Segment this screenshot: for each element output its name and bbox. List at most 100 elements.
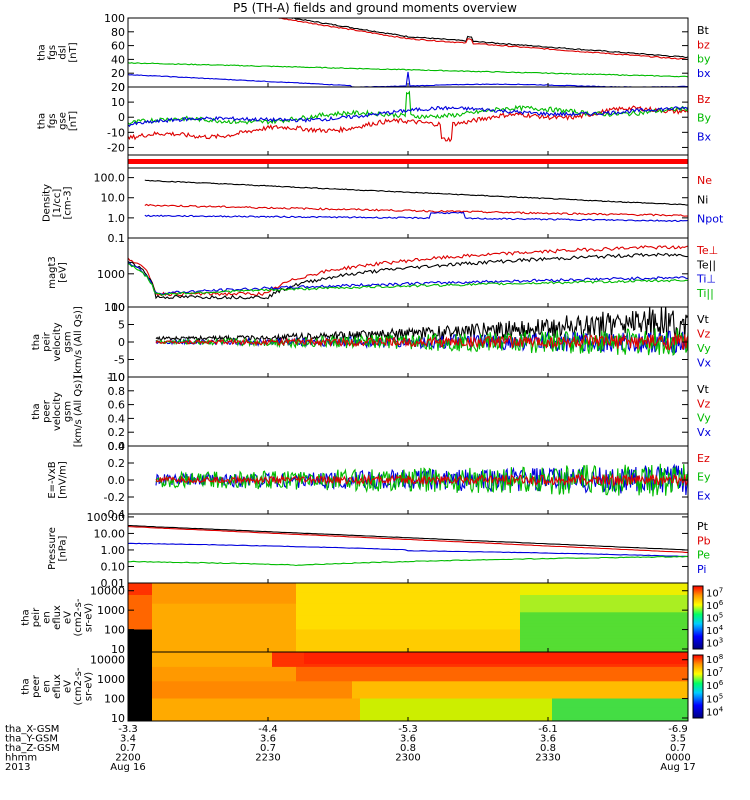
- ytick-label: 20: [111, 81, 125, 94]
- trace-Pt: [128, 524, 688, 551]
- legend-fgs_dsl-entry: bz: [697, 38, 710, 51]
- trace-Bt: [289, 18, 688, 59]
- ytick-label: 100: [104, 624, 125, 637]
- xaxis-row-label: tha_Y-GSM: [5, 734, 58, 745]
- colorbar-tick: 107: [706, 666, 723, 679]
- panel-ve-ylabel: tha: [31, 403, 42, 419]
- xaxis-row-value: 0.7: [670, 743, 686, 754]
- trace-Ni: [144, 179, 688, 206]
- ytick-label: 0: [118, 81, 125, 94]
- panel-temp-ylabel: [eV]: [57, 262, 68, 283]
- legend-fgs_gse-entry: By: [697, 112, 712, 125]
- legend-fgs_gse-entry: Bz: [697, 93, 711, 106]
- legend-fgs_dsl-entry: bx: [697, 67, 711, 80]
- colorbar-tick: 105: [706, 692, 723, 705]
- panel-efield-traces: [155, 463, 688, 497]
- legend-pressure-entry: Pb: [697, 534, 711, 547]
- colorbar-tick: 104: [706, 705, 724, 718]
- xaxis-row-value: 0000: [665, 753, 690, 764]
- colorbar-tick: 106: [706, 679, 724, 692]
- panel-density-ylabel: Density: [42, 184, 53, 222]
- trace-Ey: [155, 463, 688, 497]
- ytick-label: 10.00: [94, 527, 126, 540]
- ytick-label: 1.00: [101, 544, 126, 557]
- panel-density-ylabel: [1/cc]: [52, 189, 63, 218]
- legend-ve-entry: Vx: [697, 426, 712, 439]
- legend-vi-entry: Vx: [697, 357, 712, 370]
- trace-bx: [128, 71, 688, 87]
- panel-ion_spec-ylabel: (cm2-s-: [73, 598, 84, 636]
- colorbar-tick: 105: [706, 612, 723, 625]
- panel-ele_spec-ylabel: en: [42, 680, 53, 693]
- panel-fgs_dsl-ylabel: [nT]: [68, 42, 79, 62]
- panel-ele_spec-ylabel: peer: [31, 674, 42, 698]
- ytick-label: 100.00: [87, 511, 126, 524]
- panel-vi-traces: [155, 307, 688, 357]
- ytick-label: 100.0: [94, 172, 126, 185]
- ytick-label: -10: [107, 126, 125, 139]
- colorbar-tick: 104: [706, 624, 724, 637]
- ytick-label: -10: [107, 371, 125, 384]
- ytick-label: 100: [104, 301, 125, 314]
- trace-Ti-par: [128, 263, 688, 296]
- xaxis-row-value: Aug 16: [110, 762, 145, 773]
- xaxis-row-label: 2013: [5, 762, 30, 773]
- ytick-label: 0.8: [108, 385, 126, 398]
- ytick-label: 80: [111, 26, 125, 39]
- panel-pressure-ylabel: [nPa]: [57, 535, 68, 561]
- ytick-label: 1000: [97, 268, 125, 281]
- ytick-label: 20: [111, 67, 125, 80]
- ytick-label: 0.1: [108, 232, 126, 245]
- panel-pressure-traces: [128, 524, 688, 567]
- panel-pressure-ylabel: Pressure: [47, 527, 58, 570]
- trace-Te-par: [128, 252, 688, 300]
- xaxis-row-value: -6.1: [538, 724, 558, 735]
- trace-bz: [276, 18, 688, 60]
- xaxis-row-value: 3.6: [540, 734, 556, 745]
- panel-fgs_gse-ylabel: [nT]: [68, 111, 79, 131]
- ytick-label: 0.10: [101, 560, 126, 573]
- panel-ve-ylabel: gsm: [63, 401, 74, 422]
- ytick-label: -0.2: [104, 491, 125, 504]
- xaxis-row-value: 0.7: [260, 743, 276, 754]
- ytick-label: 0.01: [101, 577, 126, 590]
- legend-temp-entry: Ti⊥: [696, 273, 716, 286]
- legend-fgs_dsl-entry: by: [697, 53, 711, 66]
- trace-Pb: [128, 525, 688, 553]
- xaxis-row-value: 3.4: [120, 734, 136, 745]
- panel-density-frame: [127, 167, 689, 239]
- trace-Ne: [144, 203, 688, 217]
- trace-Ti-perp: [128, 262, 688, 295]
- panel-efield-ylabel: E=-VxB: [47, 461, 58, 498]
- panel-temp-traces: [128, 245, 688, 300]
- panel-vi-ylabel: peir: [42, 331, 53, 351]
- xaxis-row-value: Aug 17: [660, 762, 695, 773]
- ytick-label: 0.4: [108, 440, 126, 453]
- ytick-label: -5: [114, 354, 125, 367]
- xaxis-row-value: 2330: [535, 753, 560, 764]
- panel-ion_spec-ylabel: eflux: [52, 605, 63, 630]
- xaxis-row-value: 3.5: [670, 734, 686, 745]
- trace-Pi: [128, 542, 688, 558]
- legend-vi-entry: Vt: [697, 313, 710, 326]
- panel-fgs_gse-ylabel: tha: [36, 113, 47, 129]
- xaxis-row-label: tha_X-GSM: [5, 724, 59, 735]
- xaxis-row-value: 2230: [255, 753, 280, 764]
- legend-fgs_gse-entry: Bx: [697, 130, 712, 143]
- ytick-label: 10: [111, 301, 125, 314]
- ytick-label: 10000: [90, 654, 125, 667]
- panel-ele_spec-traces: [128, 652, 688, 721]
- ytick-label: 1.0: [108, 371, 126, 384]
- trace-Ez: [155, 473, 688, 487]
- xaxis-row-value: -6.9: [668, 724, 688, 735]
- trace-By: [128, 90, 688, 125]
- xaxis-row-value: 2200: [115, 753, 140, 764]
- legend-fgs_dsl-entry: Bt: [697, 24, 710, 37]
- xaxis-row-value: 0.8: [540, 743, 556, 754]
- ytick-label: 10.0: [101, 192, 126, 205]
- colorbar-tick: 108: [706, 653, 723, 666]
- trace-Pe: [128, 555, 688, 567]
- panel-ion_spec-ylabel: tha: [21, 609, 32, 625]
- ytick-label: 10000: [90, 585, 125, 598]
